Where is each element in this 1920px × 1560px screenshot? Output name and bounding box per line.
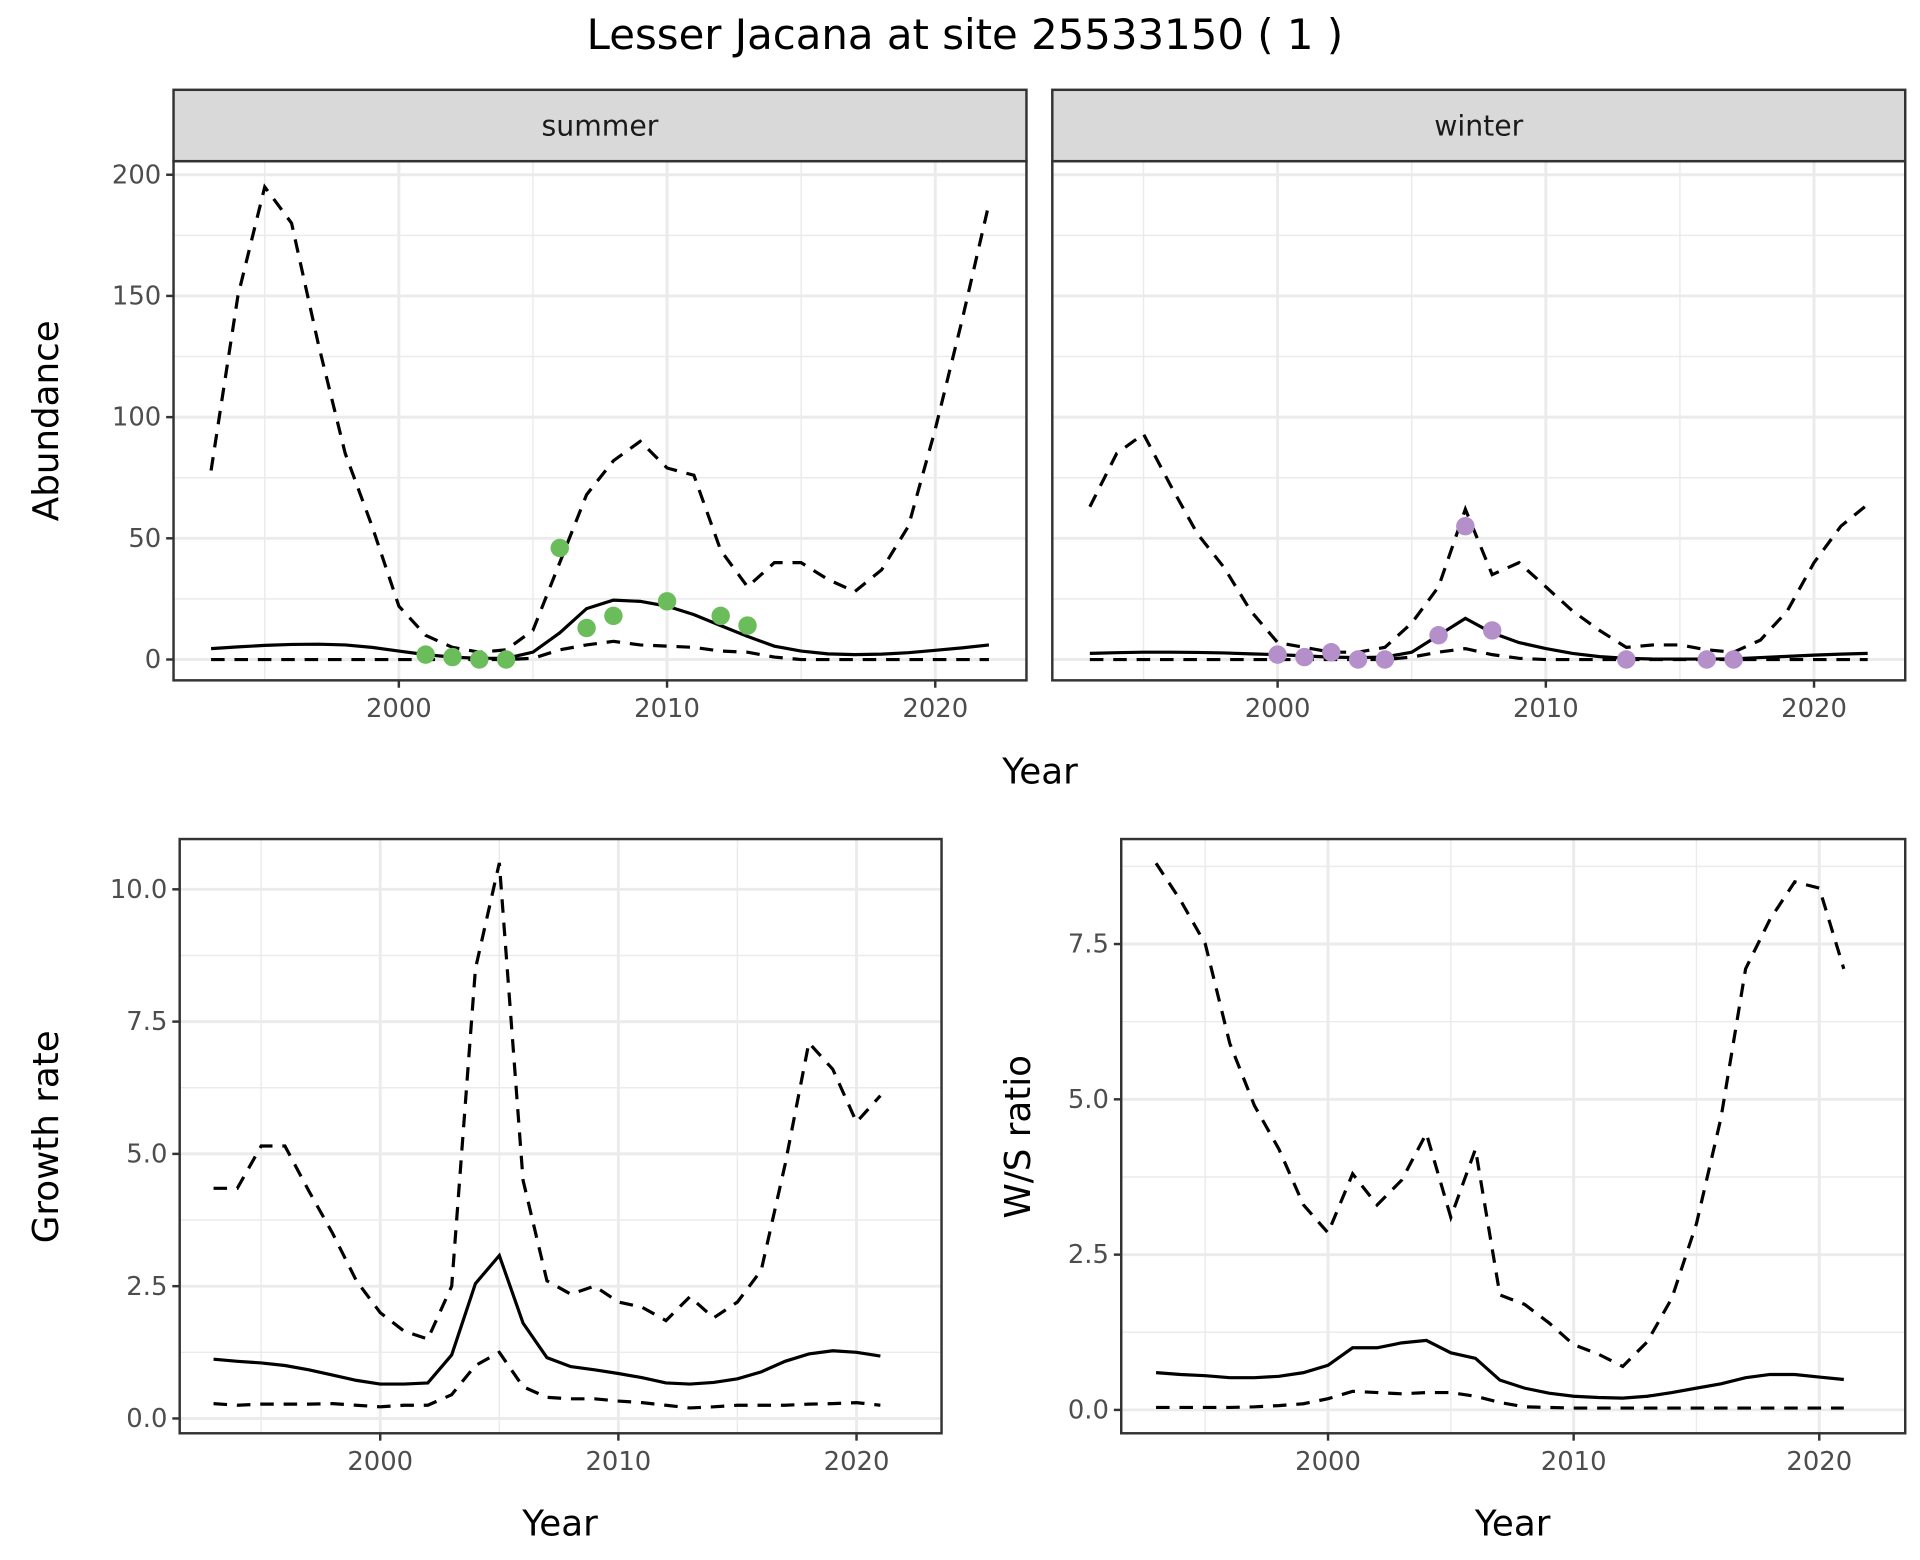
x-tick-label: 2010 [1541, 1447, 1607, 1477]
panel-growth: 2000 2010 2020 0.0 2.5 5.0 7.5 10.0 Growth rate Y… [26, 837, 943, 1544]
y-tick-label: 10.0 [110, 875, 168, 905]
observation-point [550, 538, 569, 558]
observation-point [577, 618, 596, 638]
bound-line-0 [209, 183, 991, 654]
bound-line-0 [1088, 431, 1869, 654]
x-tick-label: 2000 [1245, 694, 1311, 724]
plot-background [1121, 839, 1906, 1434]
plot-background [179, 839, 942, 1434]
bound-line-2 [213, 1350, 881, 1410]
facet-strip [172, 88, 1028, 163]
y-axis-title: Growth rate [26, 1030, 67, 1243]
x-tick-label: 2010 [1513, 694, 1579, 724]
x-axis-title: Year [1474, 1503, 1551, 1544]
observation-point [443, 647, 462, 667]
observation-point [1697, 650, 1716, 669]
observation-point [1617, 650, 1636, 669]
y-tick-label: 0 [145, 645, 161, 675]
x-tick-label: 2010 [585, 1447, 651, 1477]
median-line-1 [210, 598, 990, 660]
y-tick-label: 2.5 [1068, 1240, 1109, 1270]
plot-background [173, 161, 1027, 681]
y-axis-title: Abundance [26, 320, 67, 521]
panel-winter: 2000 2010 2020 winter [1051, 88, 1907, 724]
x-tick-label: 2020 [824, 1447, 890, 1477]
observation-point [416, 645, 435, 664]
observation-point [1456, 516, 1475, 536]
panel-summer: 2000 2010 2020 0 50 100 150 200 summer Abundance [26, 88, 1028, 724]
y-tick-label: 5.0 [126, 1140, 167, 1170]
observation-point [496, 650, 516, 669]
observation-point [1482, 621, 1502, 640]
median-line-1 [1155, 1338, 1844, 1400]
y-tick-label: 5.0 [1068, 1085, 1109, 1115]
y-tick-label: 200 [112, 160, 161, 190]
observation-point [1375, 650, 1395, 669]
x-axis-title: Year [1001, 752, 1078, 793]
observation-point [711, 606, 730, 626]
panel-ratio: 2000 2010 2020 0.0 2.5 5.0 7.5 W/S ratio Year [998, 837, 1907, 1544]
y-tick-label: 0.0 [126, 1404, 167, 1434]
y-tick-label: 0.0 [1068, 1396, 1109, 1426]
observation-point [1295, 647, 1314, 667]
facet-strip-label: winter [1434, 109, 1523, 142]
y-tick-label: 50 [128, 524, 161, 554]
y-tick-label: 100 [112, 403, 161, 433]
y-tick-label: 7.5 [126, 1007, 167, 1037]
observation-point [1429, 626, 1448, 645]
y-axis-title: W/S ratio [998, 1055, 1039, 1218]
observation-point [1268, 645, 1287, 664]
figure-title: Lesser Jacana at site 25533150 ( 1 ) [587, 10, 1344, 59]
x-tick-label: 2000 [347, 1447, 413, 1477]
plot-background [1052, 161, 1906, 681]
facet-strip-label: summer [542, 109, 659, 142]
x-tick-label: 2010 [634, 694, 700, 724]
observation-point [738, 616, 757, 635]
facet-strip [1051, 88, 1907, 163]
y-tick-label: 7.5 [1068, 930, 1109, 960]
panel-border [1120, 837, 1907, 1435]
observation-point [604, 606, 623, 626]
observation-point [1348, 650, 1368, 669]
x-tick-label: 2020 [1786, 1447, 1852, 1477]
bound-line-2 [211, 639, 989, 662]
y-tick-label: 150 [112, 282, 161, 312]
observation-point [470, 650, 489, 669]
observation-point [1724, 650, 1743, 669]
x-tick-label: 2020 [902, 694, 968, 724]
bound-line-2 [1089, 646, 1868, 662]
x-tick-label: 2020 [1781, 694, 1847, 724]
observation-point [657, 592, 677, 611]
x-axis-title: Year [521, 1503, 598, 1544]
y-tick-label: 2.5 [126, 1272, 167, 1302]
bound-line-0 [213, 862, 882, 1342]
observation-point [1322, 643, 1341, 662]
panel-border [178, 837, 943, 1435]
median-line-1 [213, 1252, 881, 1386]
x-tick-label: 2000 [366, 694, 432, 724]
x-tick-label: 2000 [1295, 1447, 1361, 1477]
